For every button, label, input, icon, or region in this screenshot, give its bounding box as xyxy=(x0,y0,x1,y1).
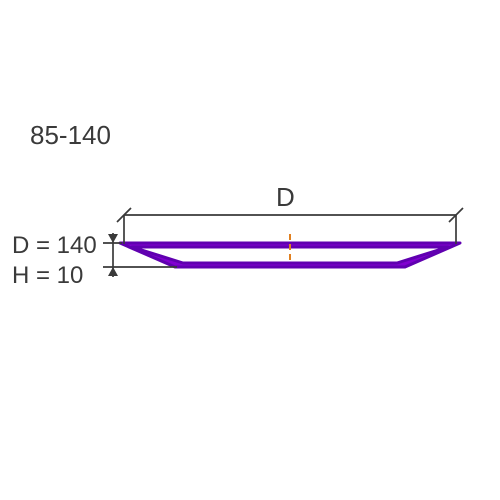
technical-drawing xyxy=(0,0,500,500)
